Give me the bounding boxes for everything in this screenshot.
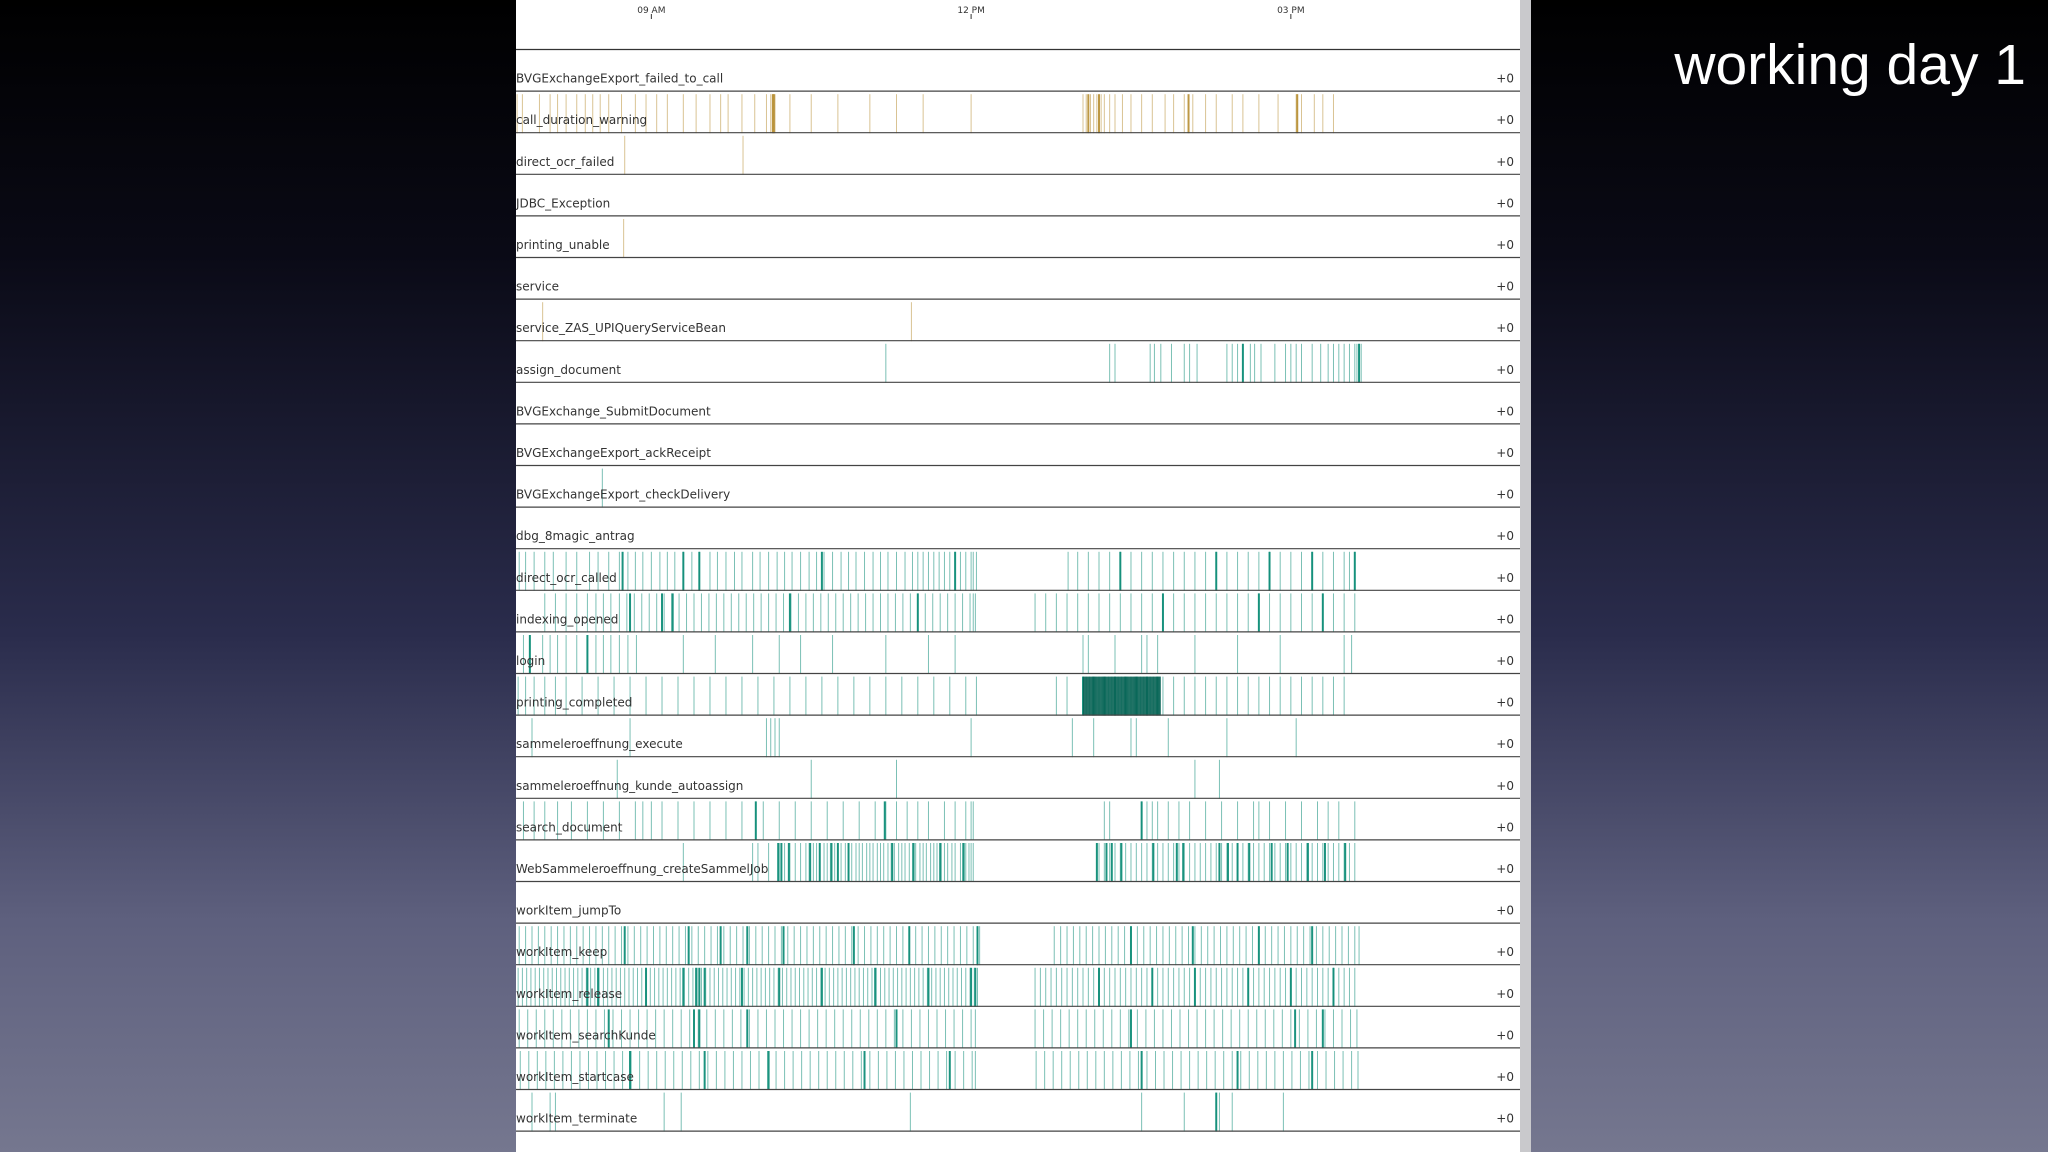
- row-label: printing_unable: [516, 238, 610, 252]
- timeline-row: service_ZAS_UPIQueryServiceBean +0: [516, 302, 1520, 342]
- row-value: +0: [1496, 904, 1514, 918]
- row-value: +0: [1496, 945, 1514, 959]
- timeline-row: BVGExchangeExport_checkDelivery +0: [516, 468, 1520, 508]
- row-value: +0: [1496, 737, 1514, 751]
- row-label: workItem_startcase: [516, 1070, 634, 1084]
- timeline-row: printing_unable +0: [516, 219, 1520, 259]
- timeline-row: workItem_keep +0: [516, 926, 1520, 966]
- row-value: +0: [1496, 529, 1514, 543]
- row-value: +0: [1496, 1070, 1514, 1084]
- timeline-row: workItem_searchKunde +0: [516, 1009, 1520, 1049]
- row-label: direct_ocr_failed: [516, 155, 614, 169]
- row-label: WebSammeleroeffnung_createSammelJob: [516, 862, 768, 876]
- row-value: +0: [1496, 404, 1514, 418]
- timeline-row: printing_completed +0: [516, 676, 1520, 716]
- slide-title: working day 1: [1674, 33, 2026, 97]
- row-value: +0: [1496, 446, 1514, 460]
- timeline-row: dbg_8magic_antrag +0: [516, 529, 1520, 550]
- timeline-row: search_document +0: [516, 801, 1520, 841]
- row-label: login: [516, 654, 545, 668]
- timeline-row: login +0: [516, 635, 1520, 675]
- row-value: +0: [1496, 820, 1514, 834]
- row-value: +0: [1496, 862, 1514, 876]
- row-label: BVGExchange_SubmitDocument: [516, 404, 711, 418]
- event-cluster: [1083, 676, 1161, 716]
- row-value: +0: [1496, 280, 1514, 294]
- timeline-row: service +0: [516, 280, 1520, 300]
- row-label: BVGExchangeExport_checkDelivery: [516, 488, 730, 502]
- row-value: +0: [1496, 72, 1514, 86]
- row-value: +0: [1496, 155, 1514, 169]
- timeline-row: sammeleroeffnung_execute +0: [516, 718, 1520, 758]
- row-value: +0: [1496, 987, 1514, 1001]
- timeline-row: workItem_startcase +0: [516, 1051, 1520, 1091]
- x-tick-label: 03 PM: [1277, 6, 1305, 16]
- row-label: service_ZAS_UPIQueryServiceBean: [516, 321, 726, 335]
- row-label: sammeleroeffnung_execute: [516, 737, 683, 751]
- row-label: workItem_release: [516, 987, 622, 1001]
- row-value: +0: [1496, 488, 1514, 502]
- row-label: call_duration_warning: [516, 113, 647, 127]
- timeline-row: call_duration_warning +0: [516, 94, 1520, 134]
- row-label: service: [516, 280, 559, 294]
- row-value: +0: [1496, 612, 1514, 626]
- timeline-row: workItem_terminate +0: [516, 1092, 1520, 1132]
- row-value: +0: [1496, 363, 1514, 377]
- x-tick-label: 12 PM: [957, 6, 985, 16]
- row-value: +0: [1496, 696, 1514, 710]
- row-label: workItem_terminate: [516, 1112, 637, 1126]
- timeline-row: BVGExchange_SubmitDocument +0: [516, 404, 1520, 425]
- row-label: JDBC_Exception: [516, 196, 610, 210]
- row-label: workItem_searchKunde: [516, 1028, 656, 1042]
- row-value: +0: [1496, 654, 1514, 668]
- row-value: +0: [1496, 1028, 1514, 1042]
- row-label: workItem_jumpTo: [516, 904, 621, 918]
- timeline-panel: 09 AM 12 PM 03 PM BVGExchangeExport_failed_…: [516, 0, 1520, 1152]
- timeline-row: WebSammeleroeffnung_createSammelJob +0: [516, 843, 1520, 883]
- row-label: direct_ocr_called: [516, 571, 617, 585]
- row-label: search_document: [516, 820, 623, 834]
- timeline-row: workItem_release +0: [516, 967, 1520, 1007]
- row-label: sammeleroeffnung_kunde_autoassign: [516, 779, 743, 793]
- vertical-scrollbar[interactable]: [1520, 0, 1531, 1152]
- timeline-row: BVGExchangeExport_ackReceipt +0: [516, 446, 1520, 467]
- row-label: assign_document: [516, 363, 621, 377]
- timeline-row: sammeleroeffnung_kunde_autoassign +0: [516, 759, 1520, 799]
- timeline-row: indexing_opened +0: [516, 593, 1520, 633]
- row-label: BVGExchangeExport_ackReceipt: [516, 446, 711, 460]
- row-value: +0: [1496, 196, 1514, 210]
- row-value: +0: [1496, 238, 1514, 252]
- timeline-row: JDBC_Exception +0: [516, 196, 1520, 217]
- row-value: +0: [1496, 571, 1514, 585]
- timeline-row: direct_ocr_called +0: [516, 551, 1520, 591]
- row-value: +0: [1496, 321, 1514, 335]
- row-label: BVGExchangeExport_failed_to_call: [516, 72, 723, 86]
- row-label: indexing_opened: [516, 612, 618, 626]
- row-label: workItem_keep: [516, 945, 607, 959]
- timeline-row: BVGExchangeExport_failed_to_call +0: [516, 72, 1520, 92]
- row-value: +0: [1496, 113, 1514, 127]
- event-timeline-chart: 09 AM 12 PM 03 PM BVGExchangeExport_failed_…: [516, 6, 1520, 1132]
- row-value: +0: [1496, 1112, 1514, 1126]
- timeline-row: direct_ocr_failed +0: [516, 135, 1520, 175]
- row-value: +0: [1496, 779, 1514, 793]
- x-tick-label: 09 AM: [637, 6, 665, 16]
- timeline-row: workItem_jumpTo +0: [516, 904, 1520, 924]
- row-label: dbg_8magic_antrag: [516, 529, 635, 543]
- timeline-row: assign_document +0: [516, 343, 1520, 383]
- row-label: printing_completed: [516, 696, 632, 710]
